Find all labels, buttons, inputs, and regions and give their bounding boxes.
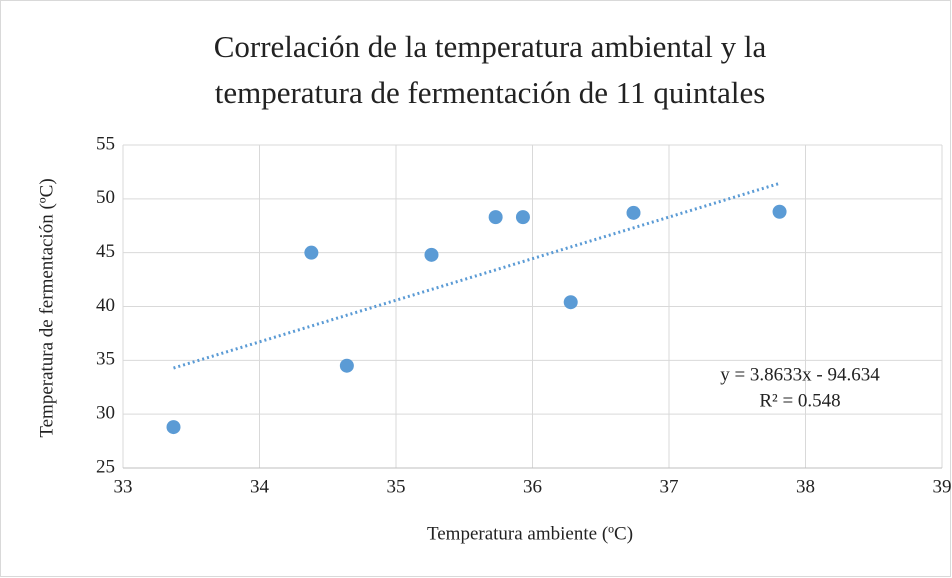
trendline-r2: R² = 0.548 — [759, 390, 840, 411]
point — [626, 205, 641, 220]
point — [563, 295, 578, 310]
y-tick-label: 25 — [96, 456, 115, 477]
x-tick-label: 37 — [660, 476, 679, 497]
x-axis-label: Temperatura ambiente (ºC) — [427, 523, 633, 544]
x-tick-label: 36 — [523, 476, 542, 497]
point — [166, 420, 181, 435]
x-tick-label: 33 — [114, 476, 133, 497]
point — [488, 210, 503, 225]
y-tick-label: 50 — [96, 187, 115, 208]
x-tick-label: 34 — [250, 476, 270, 497]
y-tick-label: 40 — [96, 295, 115, 316]
x-tick-label: 39 — [933, 476, 952, 497]
y-tick-label: 55 — [96, 133, 115, 154]
point — [304, 245, 319, 260]
point — [339, 358, 354, 373]
y-axis-label: Temperatura de fermentación (ºC) — [36, 178, 57, 437]
x-tick-label: 35 — [387, 476, 406, 497]
chart-title: temperatura de fermentación de 11 quinta… — [215, 75, 766, 110]
y-tick-label: 45 — [96, 241, 115, 262]
point — [772, 204, 787, 219]
chart-title: Correlación de la temperatura ambiental … — [214, 29, 767, 64]
x-tick-label: 38 — [796, 476, 815, 497]
trendline-equation: y = 3.8633x - 94.634 — [720, 364, 880, 385]
trendline — [173, 181, 781, 370]
y-tick-label: 35 — [96, 349, 115, 370]
point — [424, 247, 439, 262]
point — [515, 210, 530, 225]
y-tick-label: 30 — [96, 403, 115, 424]
